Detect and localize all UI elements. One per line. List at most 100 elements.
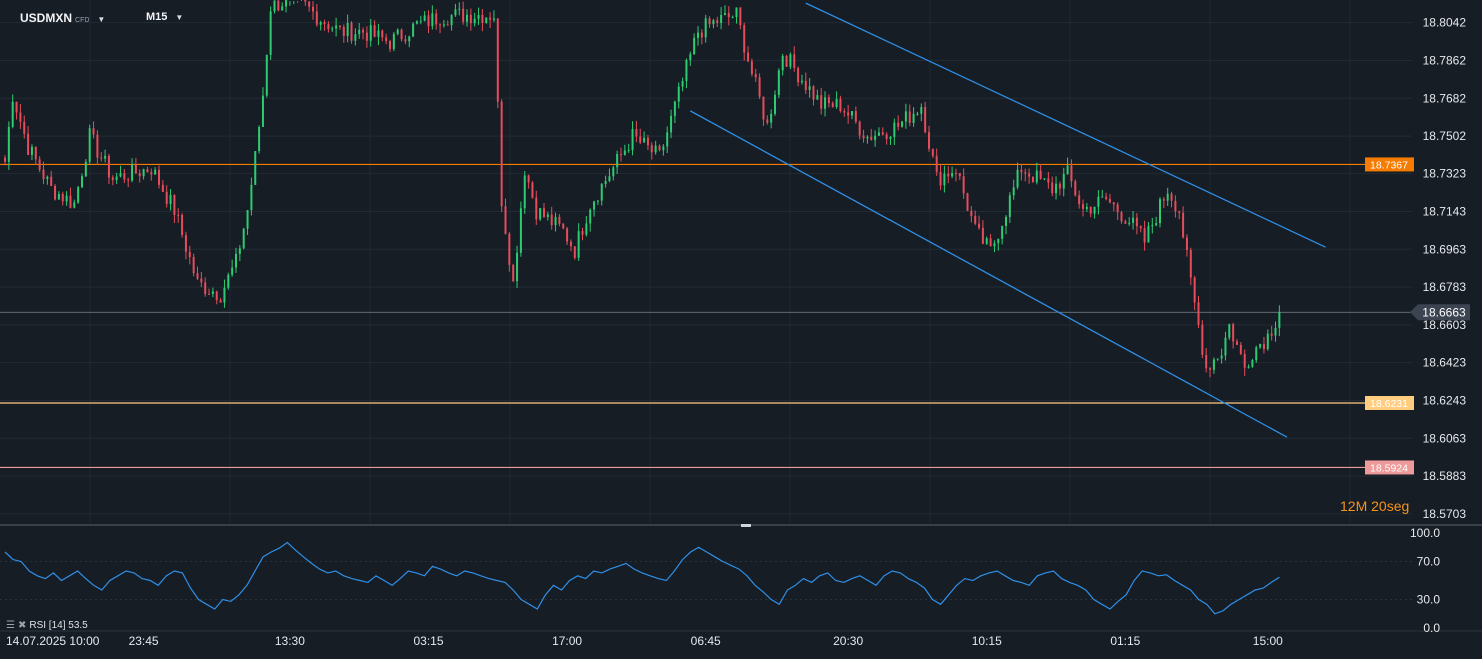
candle-body <box>458 8 461 10</box>
candle-body <box>404 39 407 42</box>
level-tag-label: 18.7367 <box>1370 159 1408 171</box>
candle-body <box>835 98 838 107</box>
candle-body <box>1078 195 1081 205</box>
candle-body <box>608 176 611 182</box>
candle-body <box>693 37 696 55</box>
candle-body <box>158 169 160 185</box>
candle-body <box>373 25 376 37</box>
candle-body <box>912 113 915 123</box>
candle-body <box>535 197 538 220</box>
candle-body <box>1085 206 1088 209</box>
candle-body <box>666 132 669 147</box>
time-tick-label: 03:15 <box>413 634 443 648</box>
symbol-name: USDMXN <box>20 11 73 25</box>
candle-body <box>4 157 6 162</box>
candle-body <box>512 264 515 282</box>
candle-body <box>970 210 973 216</box>
level-tag-label: 18.5924 <box>1370 462 1408 474</box>
candle-body <box>396 29 399 35</box>
candle-body <box>454 9 457 16</box>
candle-body <box>246 210 249 229</box>
candle-body <box>650 145 653 153</box>
candle-body <box>766 119 769 123</box>
candle-body <box>1212 359 1215 370</box>
candle-body <box>1039 170 1042 179</box>
candle-body <box>369 25 372 41</box>
candle-body <box>997 238 1000 244</box>
candle-body <box>81 176 83 188</box>
candle-body <box>1074 181 1077 196</box>
candle-body <box>1274 327 1277 336</box>
indicator-settings-icon[interactable]: ☰ <box>6 620 15 631</box>
candle-body <box>473 18 476 24</box>
candle-body <box>65 195 68 202</box>
price-tick-label: 18.6603 <box>1423 318 1467 332</box>
candle-body <box>812 86 815 100</box>
candle-body <box>978 223 981 228</box>
candle-body <box>439 24 442 26</box>
candle-body <box>723 13 726 16</box>
candle-body <box>593 201 596 210</box>
price-tick-label: 18.7502 <box>1423 129 1467 143</box>
candle-timer: 12M 20seg <box>1340 498 1409 514</box>
candle-body <box>1266 333 1269 350</box>
candle-body <box>866 136 869 139</box>
candle-body <box>928 132 930 149</box>
candle-body <box>943 173 946 186</box>
horizontal-levels <box>0 163 1412 469</box>
symbol-selector[interactable]: USDMXN CFD ▼ <box>20 11 105 25</box>
candle-body <box>208 293 211 295</box>
candle-body <box>1159 199 1161 224</box>
candle-body <box>1139 226 1142 229</box>
candle-body <box>492 18 495 20</box>
candle-body <box>489 17 492 20</box>
candle-body <box>238 248 241 254</box>
candle-body <box>596 200 599 202</box>
candle-body <box>1097 196 1100 207</box>
candle-body <box>1220 355 1223 359</box>
candle-body <box>496 18 499 102</box>
timeframe-selector[interactable]: M15 ▼ <box>146 11 183 23</box>
candle-body <box>554 216 557 226</box>
candle-body <box>150 172 153 175</box>
candle-body <box>1193 277 1196 303</box>
candle-body <box>1089 206 1092 214</box>
candle-body <box>854 111 857 122</box>
candle-body <box>781 55 784 71</box>
time-tick-label: 10:15 <box>972 634 1002 648</box>
candle-body <box>947 173 950 177</box>
candle-body <box>327 24 330 30</box>
grid <box>0 0 1482 632</box>
candle-body <box>1066 165 1069 175</box>
candle-body <box>1182 212 1185 238</box>
candle-body <box>1259 344 1262 348</box>
candle-body <box>716 20 719 24</box>
candle-body <box>92 128 95 135</box>
candle-body <box>1043 178 1046 180</box>
candle-body <box>1143 228 1146 243</box>
candle-body <box>827 97 830 104</box>
candle-body <box>1105 196 1108 199</box>
timer-seconds-unit: seg <box>1386 498 1410 514</box>
candle-body <box>839 98 842 112</box>
candle-body <box>1236 341 1238 345</box>
candle-body <box>808 86 811 90</box>
candle-body <box>7 126 10 162</box>
candle-body <box>1132 217 1135 223</box>
candle-body <box>77 187 80 203</box>
candle-body <box>408 36 411 42</box>
candle-body <box>1055 183 1058 194</box>
candle-body <box>1024 172 1027 174</box>
candle-body <box>265 54 268 96</box>
candle-body <box>893 122 896 137</box>
candle-body <box>589 209 592 224</box>
candle-body <box>646 137 649 146</box>
candle-body <box>785 55 788 67</box>
candle-body <box>1232 324 1235 342</box>
candle-body <box>604 181 607 184</box>
candle-body <box>1001 225 1004 239</box>
time-tick-label: 14.07.2025 10:00 <box>6 634 100 648</box>
candle-body <box>277 0 280 11</box>
remove-indicator-icon[interactable]: ✖ <box>17 620 27 631</box>
